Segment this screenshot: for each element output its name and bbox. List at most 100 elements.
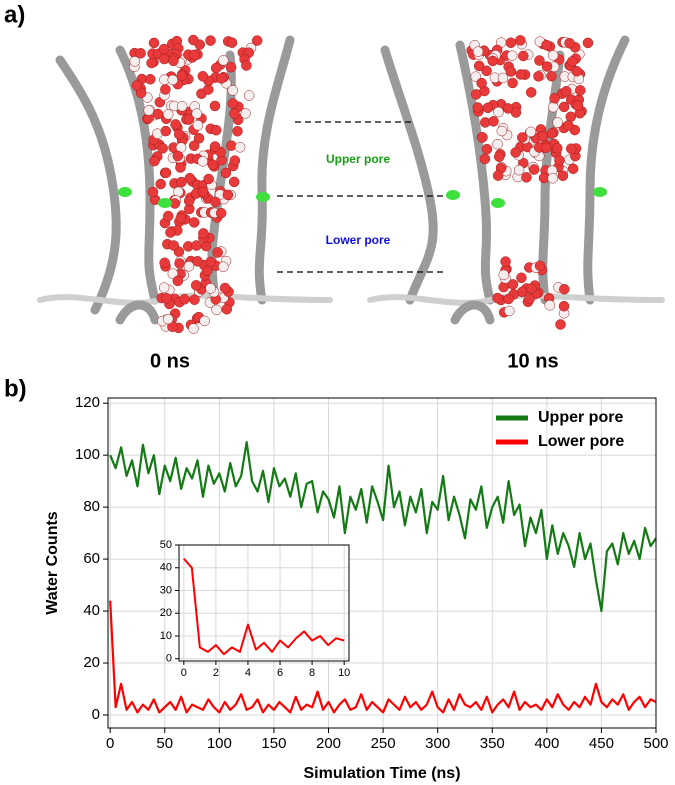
water-molecule (176, 70, 188, 81)
water-molecule (203, 173, 214, 185)
water-molecule (540, 142, 552, 153)
water-molecule (526, 283, 537, 294)
y-tick-label: 120 (75, 394, 100, 411)
water-molecule (175, 212, 187, 224)
gate-residue (118, 187, 132, 197)
water-molecule (555, 319, 566, 330)
water-molecule (506, 50, 518, 61)
water-molecule (188, 217, 200, 228)
gate-residues (118, 187, 607, 208)
protein-right (367, 35, 665, 330)
water-molecule (582, 37, 594, 49)
water-molecule (160, 167, 172, 179)
y-tick-label: 30 (160, 584, 172, 596)
water-molecule (481, 143, 493, 155)
water-molecule (521, 172, 532, 183)
water-molecule (515, 69, 527, 80)
water-molecule (547, 50, 559, 61)
water-molecule (524, 293, 535, 305)
water-molecule (552, 143, 563, 154)
water-molecule (229, 108, 240, 119)
water-molecule (241, 60, 252, 71)
water-molecule (510, 147, 521, 158)
water-molecule (143, 105, 155, 116)
x-tick-label: 500 (643, 735, 668, 752)
y-tick-label: 20 (160, 607, 172, 619)
water-molecule (199, 315, 210, 327)
gate-residue (158, 198, 172, 208)
water-molecule (525, 87, 537, 98)
helix (583, 35, 630, 305)
water-molecule (502, 103, 514, 114)
helix (367, 292, 665, 306)
x-tick-label: 10 (338, 667, 350, 679)
water-molecule (202, 265, 213, 276)
gate-residue (446, 190, 460, 200)
water-molecule (221, 303, 233, 315)
water-molecule (557, 170, 569, 181)
water-molecule (558, 300, 570, 312)
water-molecule (158, 282, 170, 293)
water-molecule (167, 74, 179, 86)
water-molecule (498, 281, 509, 293)
water-molecule (162, 313, 174, 325)
legend-label: Lower pore (538, 433, 624, 450)
water-molecule (183, 195, 195, 207)
water-molecule (493, 151, 505, 163)
y-tick-label: 40 (83, 602, 100, 619)
y-tick-label: 50 (160, 539, 172, 551)
water-molecule (168, 55, 179, 67)
plot-frame (107, 397, 657, 729)
water-molecule (243, 90, 255, 101)
water-molecule (500, 256, 511, 267)
water-molecule (251, 35, 263, 46)
water-molecule (192, 256, 203, 267)
water-molecule (188, 140, 200, 151)
water-molecule (496, 125, 508, 137)
water-molecule (193, 133, 205, 144)
y-tick-label: 100 (75, 446, 100, 463)
water-molecule (162, 210, 174, 222)
series-line (109, 600, 657, 714)
water-molecule (176, 101, 188, 112)
x-tick-label: 300 (425, 735, 450, 752)
water-molecule (567, 56, 578, 67)
panel-label: b) (4, 375, 27, 402)
water-molecule (190, 280, 202, 291)
water-molecule (537, 130, 549, 142)
water-molecule (210, 124, 222, 136)
water-molecule (518, 50, 529, 62)
water-molecule (481, 65, 492, 77)
water-molecule (197, 71, 209, 82)
water-molecule (210, 196, 221, 208)
water-molecule (565, 143, 577, 154)
water-molecule (504, 305, 515, 317)
water-molecule (209, 100, 221, 112)
water-molecule (492, 138, 503, 150)
water-molecule (158, 43, 170, 55)
water-molecule (215, 207, 227, 219)
water-molecule (191, 108, 203, 119)
water-molecule (179, 294, 190, 305)
water-cluster (466, 35, 594, 330)
water-molecule (497, 72, 509, 84)
water-molecule (188, 34, 199, 46)
panel-a: a) Upp (4, 1, 665, 372)
x-tick-label: 350 (480, 735, 505, 752)
water-molecule (563, 120, 574, 131)
water-molecule (168, 240, 179, 251)
water-molecule (472, 102, 483, 113)
water-molecule (232, 125, 243, 137)
water-molecule (205, 256, 217, 268)
water-molecule (552, 117, 563, 128)
series-line (183, 557, 345, 656)
water-molecule (135, 48, 146, 59)
water-molecule (476, 77, 487, 89)
water-molecule (183, 261, 195, 272)
x-tick-label: 0 (106, 735, 114, 752)
water-molecule (472, 46, 484, 57)
water-molecule (197, 156, 208, 167)
water-molecule (183, 114, 195, 125)
x-tick-label: 4 (245, 667, 251, 679)
water-molecule (572, 100, 584, 111)
